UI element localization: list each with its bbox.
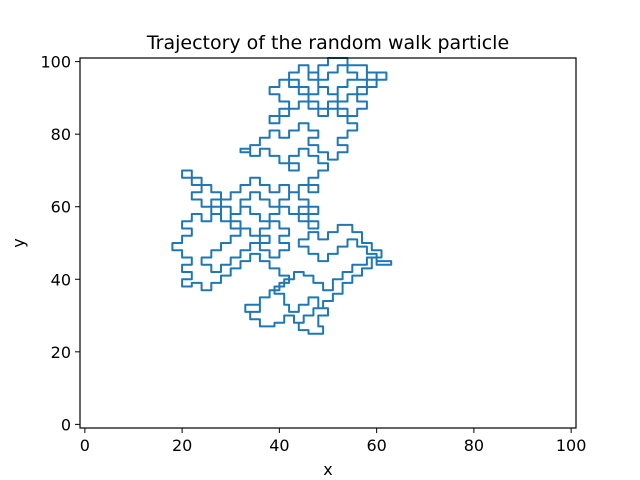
- y-tick-label: 60: [51, 198, 71, 217]
- x-tick-label: 0: [80, 436, 90, 455]
- y-axis: 0 20 40 60 80 100: [40, 53, 80, 434]
- y-tick-label: 20: [51, 343, 71, 362]
- plot-area: [79, 57, 577, 429]
- x-tick-label: 80: [464, 436, 484, 455]
- x-tick-label: 100: [556, 436, 587, 455]
- chart-title: Trajectory of the random walk particle: [146, 32, 509, 54]
- y-axis-label: y: [9, 238, 28, 247]
- x-tick-label: 40: [269, 436, 289, 455]
- x-tick-label: 60: [366, 436, 386, 455]
- x-axis-label: x: [323, 460, 332, 479]
- y-tick-label: 40: [51, 270, 71, 289]
- x-axis: 0 20 40 60 80 100: [80, 428, 587, 455]
- x-tick-label: 20: [172, 436, 192, 455]
- y-tick-label: 80: [51, 125, 71, 144]
- y-tick-label: 0: [61, 415, 71, 434]
- axes-frame: [79, 57, 577, 429]
- y-tick-label: 100: [40, 53, 71, 72]
- trajectory-line: [171, 57, 393, 335]
